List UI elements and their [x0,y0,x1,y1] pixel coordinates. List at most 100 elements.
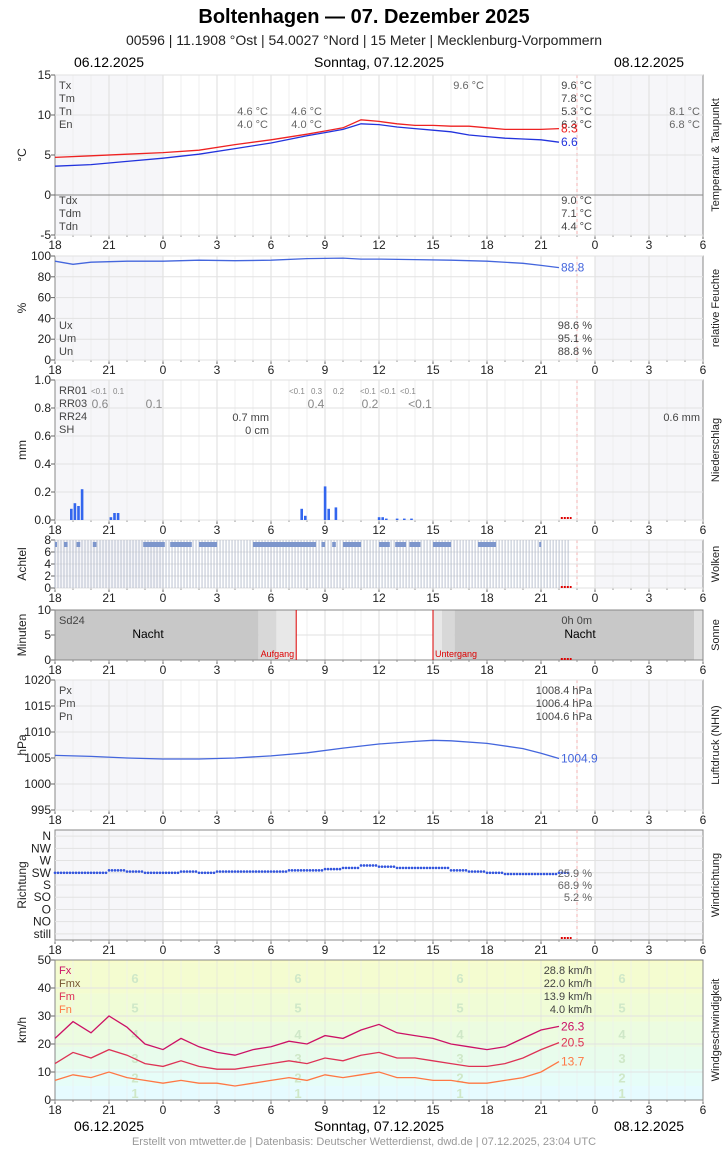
x-tick-label: 9 [322,663,329,677]
x-tick-label: 0 [592,591,599,605]
side-label: Luftdruck (NHN) [710,705,722,784]
series-pressure [54,739,560,760]
wind-dir-point [494,871,498,875]
rr24-value: 0.7 mm [232,412,269,424]
x-tick-label: 12 [372,591,386,605]
rr01-value: <0.1 [289,387,305,396]
y-axis-label: % [15,302,29,313]
stat-name: Tx [59,80,72,92]
y-tick-label: 995 [31,803,51,817]
side-label: relative Feuchte [710,269,722,347]
wind-dir-point [305,869,309,872]
y-axis-label: Minuten [15,614,29,657]
wind-dir-point [362,864,366,867]
y-tick-label: 0.2 [34,485,51,499]
x-tick-label: 6 [700,523,707,537]
wind-dir-point [476,870,480,873]
x-tick-label: 21 [534,523,548,537]
rr01-value: 0.3 [311,387,323,396]
x-tick-label: 18 [48,813,62,827]
x-tick-label: 3 [646,1103,653,1117]
y-tick-label: still [34,927,51,941]
y-tick-label: N [42,829,51,843]
x-tick-label: 0 [592,523,599,537]
x-tick-label: 3 [646,523,653,537]
x-tick-label: 3 [646,591,653,605]
stat-name: Un [59,346,73,358]
wind-dir-point [290,869,294,872]
precip-bar [410,518,413,520]
stat-value: 4.4 °C [561,221,592,233]
wind-dir-point [314,869,318,872]
wind-dir-point [419,866,423,870]
wind-dir-point [161,871,165,875]
wind-dir-point [479,870,483,873]
stat-value: 6.3 °C [561,119,592,131]
wind-dir-point [347,866,351,870]
wind-dir-point [296,869,300,872]
x-tick-label: 6 [700,1103,707,1117]
date-center-bottom: Sonntag, 07.12.2025 [313,1118,444,1134]
stat-name: Sd24 [59,615,85,627]
stat-name: RR03 [59,398,87,410]
wind-dir-point [137,870,141,873]
wind-dir-point [257,870,261,873]
wind-dir-point [386,865,390,868]
wind-dir-point [410,866,414,870]
x-tick-label: 18 [48,663,62,677]
series-fn-last-value: 13.7 [561,1055,585,1069]
x-tick-label: 6 [700,591,707,605]
y-tick-label: 40 [38,981,52,995]
x-tick-label: 12 [372,813,386,827]
wind-dir-point [446,866,450,870]
wind-dir-point [467,870,471,873]
snow-height-value: 0 cm [245,425,269,437]
rr03-value: 0.6 [92,397,109,411]
x-tick-label: 9 [322,238,329,252]
x-tick-label: 21 [534,238,548,252]
wind-dir-point [440,866,444,870]
precip-bar [403,518,406,520]
x-tick-label: 21 [534,813,548,827]
precip-bar [113,513,116,520]
wind-dir-point [521,872,525,876]
rr03-value: 0.4 [308,397,325,411]
wind-dir-point [356,866,360,870]
y-tick-label: 0.0 [34,513,51,527]
wind-dir-point [341,866,345,870]
x-tick-label: 18 [480,523,494,537]
x-tick-label: 15 [426,663,440,677]
x-tick-label: 12 [372,363,386,377]
sunset-label: Untergang [435,649,477,659]
wind-dir-point [281,870,285,873]
wind-dir-point [173,871,177,875]
wind-dir-point [473,870,477,873]
series-humidity-last-value: 88.8 [561,261,585,275]
x-tick-label: 21 [102,238,116,252]
rr01-value: <0.1 [380,387,396,396]
beaufort-number: 5 [131,1001,138,1016]
wind-dir-point [431,866,435,870]
wind-dir-point [434,866,438,870]
x-tick-label: 21 [102,663,116,677]
wind-dir-point [53,871,57,875]
y-tick-label: 1010 [24,725,51,739]
wind-dir-point [308,869,312,872]
wind-dir-point [491,871,495,875]
wind-dir-point [329,867,333,871]
stat-value: 13.9 km/h [544,991,592,1003]
wind-dir-point [269,870,273,873]
wind-dir-point [302,869,306,872]
x-tick-label: 0 [592,238,599,252]
stat-name: Px [59,685,72,697]
series-fx-last-value: 26.3 [561,1019,585,1033]
x-tick-label: 0 [160,238,167,252]
series-fn [54,1061,560,1087]
stat-name: Fx [59,965,72,977]
wind-dir-point [464,869,468,872]
wind-dir-point [194,870,198,873]
wind-dir-point [449,869,453,872]
precip-bar [323,486,327,520]
wind-dir-point [287,869,291,872]
x-tick-label: 3 [214,663,221,677]
